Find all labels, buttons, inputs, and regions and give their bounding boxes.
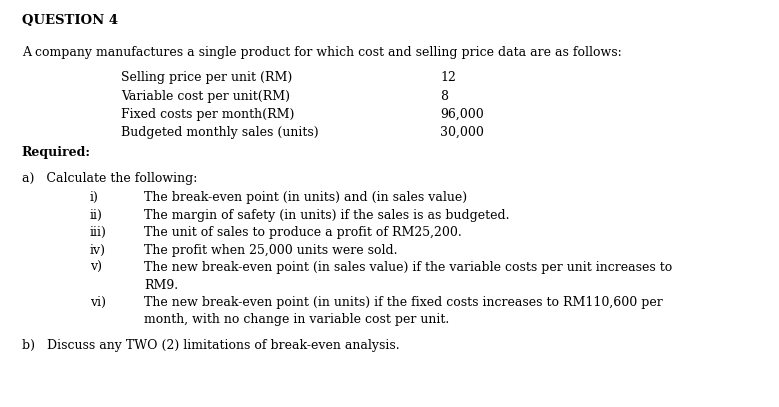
Text: b)   Discuss any TWO (2) limitations of break-even analysis.: b) Discuss any TWO (2) limitations of br… bbox=[22, 339, 400, 352]
Text: QUESTION 4: QUESTION 4 bbox=[22, 14, 118, 27]
Text: The new break-even point (in units) if the fixed costs increases to RM110,600 pe: The new break-even point (in units) if t… bbox=[144, 296, 663, 309]
Text: 12: 12 bbox=[440, 71, 456, 84]
Text: Required:: Required: bbox=[22, 146, 91, 159]
Text: vi): vi) bbox=[90, 296, 106, 309]
Text: Fixed costs per month(RM): Fixed costs per month(RM) bbox=[121, 108, 294, 121]
Text: The new break-even point (in sales value) if the variable costs per unit increas: The new break-even point (in sales value… bbox=[144, 261, 672, 274]
Text: RM9.: RM9. bbox=[144, 279, 178, 292]
Text: ii): ii) bbox=[90, 208, 103, 221]
Text: 8: 8 bbox=[440, 90, 448, 103]
Text: v): v) bbox=[90, 261, 101, 274]
Text: i): i) bbox=[90, 191, 98, 204]
Text: The profit when 25,000 units were sold.: The profit when 25,000 units were sold. bbox=[144, 244, 397, 257]
Text: The break-even point (in units) and (in sales value): The break-even point (in units) and (in … bbox=[144, 191, 467, 204]
Text: Variable cost per unit(RM): Variable cost per unit(RM) bbox=[121, 90, 290, 103]
Text: 30,000: 30,000 bbox=[440, 126, 484, 139]
Text: iii): iii) bbox=[90, 226, 107, 239]
Text: Budgeted monthly sales (units): Budgeted monthly sales (units) bbox=[121, 126, 319, 139]
Text: The unit of sales to produce a profit of RM25,200.: The unit of sales to produce a profit of… bbox=[144, 226, 462, 239]
Text: A company manufactures a single product for which cost and selling price data ar: A company manufactures a single product … bbox=[22, 46, 622, 59]
Text: The margin of safety (in units) if the sales is as budgeted.: The margin of safety (in units) if the s… bbox=[144, 208, 509, 221]
Text: month, with no change in variable cost per unit.: month, with no change in variable cost p… bbox=[144, 313, 449, 326]
Text: a)   Calculate the following:: a) Calculate the following: bbox=[22, 172, 197, 185]
Text: iv): iv) bbox=[90, 244, 106, 257]
Text: Selling price per unit (RM): Selling price per unit (RM) bbox=[121, 71, 292, 84]
Text: 96,000: 96,000 bbox=[440, 108, 484, 121]
